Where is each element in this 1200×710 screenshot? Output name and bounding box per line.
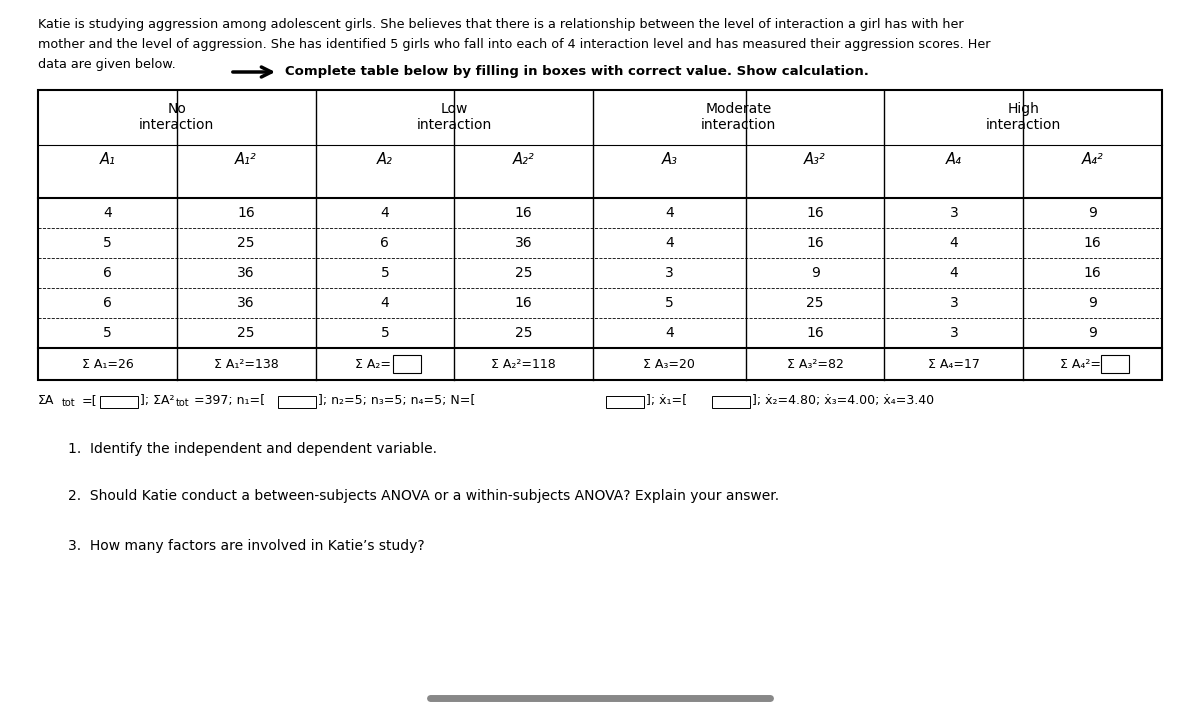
Text: A₁: A₁: [100, 152, 115, 167]
Text: 3: 3: [949, 326, 959, 340]
Text: ]; ΣA²: ]; ΣA²: [140, 394, 174, 407]
Text: 25: 25: [806, 296, 824, 310]
Text: 3: 3: [949, 206, 959, 220]
Text: 16: 16: [515, 206, 533, 220]
Text: interaction: interaction: [985, 118, 1061, 132]
Bar: [278, 396, 316, 408]
Bar: [712, 396, 750, 408]
Text: Σ A₃=20: Σ A₃=20: [643, 358, 695, 371]
Text: A₁²: A₁²: [235, 152, 257, 167]
Text: 4: 4: [949, 266, 959, 280]
Text: 36: 36: [238, 296, 254, 310]
Text: 9: 9: [1088, 296, 1097, 310]
Text: 36: 36: [515, 236, 533, 250]
Text: 16: 16: [1084, 236, 1102, 250]
Text: 1.  Identify the independent and dependent variable.: 1. Identify the independent and dependen…: [68, 442, 437, 456]
Text: 25: 25: [515, 326, 533, 340]
Text: interaction: interaction: [416, 118, 492, 132]
Text: A₄: A₄: [946, 152, 961, 167]
Text: 4: 4: [665, 236, 673, 250]
Text: 16: 16: [515, 296, 533, 310]
Text: A₃²: A₃²: [804, 152, 826, 167]
Text: 25: 25: [238, 236, 254, 250]
Text: 16: 16: [806, 326, 824, 340]
Text: data are given below.: data are given below.: [38, 58, 175, 71]
Text: Σ A₂=: Σ A₂=: [355, 358, 391, 371]
Text: High: High: [1007, 102, 1039, 116]
Text: 16: 16: [806, 206, 824, 220]
Text: 16: 16: [806, 236, 824, 250]
Text: 25: 25: [238, 326, 254, 340]
Text: tot: tot: [176, 398, 190, 408]
Text: Low: Low: [440, 102, 468, 116]
Text: Moderate: Moderate: [706, 102, 772, 116]
Bar: [606, 396, 644, 408]
Text: interaction: interaction: [139, 118, 215, 132]
Text: 4: 4: [103, 206, 112, 220]
Text: A₂: A₂: [377, 152, 392, 167]
Text: ]; ẋ₂=4.80; ẋ₃=4.00; ẋ₄=3.40: ]; ẋ₂=4.80; ẋ₃=4.00; ẋ₄=3.40: [752, 394, 934, 407]
Text: 5: 5: [103, 236, 112, 250]
Text: 5: 5: [665, 296, 673, 310]
Text: Σ A₄=17: Σ A₄=17: [928, 358, 979, 371]
Text: 4: 4: [380, 206, 389, 220]
Text: mother and the level of aggression. She has identified 5 girls who fall into eac: mother and the level of aggression. She …: [38, 38, 990, 51]
Text: 9: 9: [1088, 206, 1097, 220]
Text: Σ A₁²=138: Σ A₁²=138: [214, 358, 278, 371]
Bar: [38, 90, 1162, 380]
Text: 16: 16: [1084, 266, 1102, 280]
Text: ]; ẋ₁=[: ]; ẋ₁=[: [646, 394, 688, 407]
Text: 3: 3: [665, 266, 673, 280]
Text: A₂²: A₂²: [512, 152, 534, 167]
Text: 4: 4: [380, 296, 389, 310]
Text: ]; n₂=5; n₃=5; n₄=5; N=[: ]; n₂=5; n₃=5; n₄=5; N=[: [318, 394, 475, 407]
Text: 6: 6: [103, 296, 112, 310]
Text: A₃: A₃: [661, 152, 677, 167]
Text: Σ A₁=26: Σ A₁=26: [82, 358, 133, 371]
Text: ΣA: ΣA: [38, 394, 54, 407]
Bar: [1100, 355, 1129, 373]
Text: Complete table below by filling in boxes with correct value. Show calculation.: Complete table below by filling in boxes…: [286, 65, 869, 79]
Text: 36: 36: [238, 266, 254, 280]
Text: =[: =[: [82, 394, 97, 407]
Text: interaction: interaction: [701, 118, 776, 132]
Text: Σ A₄²=: Σ A₄²=: [1060, 358, 1102, 371]
Text: Σ A₃²=82: Σ A₃²=82: [787, 358, 844, 371]
Text: 9: 9: [1088, 326, 1097, 340]
Text: 4: 4: [665, 326, 673, 340]
Text: 9: 9: [811, 266, 820, 280]
Text: No: No: [167, 102, 186, 116]
Text: 3: 3: [949, 296, 959, 310]
Text: 2.  Should Katie conduct a between-subjects ANOVA or a within-subjects ANOVA? Ex: 2. Should Katie conduct a between-subjec…: [68, 489, 779, 503]
Text: 25: 25: [515, 266, 533, 280]
Text: 16: 16: [238, 206, 256, 220]
Text: A₄²: A₄²: [1081, 152, 1104, 167]
Text: 4: 4: [665, 206, 673, 220]
Text: 4: 4: [949, 236, 959, 250]
Text: tot: tot: [62, 398, 76, 408]
Text: 6: 6: [103, 266, 112, 280]
Text: 5: 5: [103, 326, 112, 340]
Text: Σ A₂²=118: Σ A₂²=118: [491, 358, 556, 371]
Bar: [100, 396, 138, 408]
Text: 3.  How many factors are involved in Katie’s study?: 3. How many factors are involved in Kati…: [68, 539, 425, 553]
Text: =397; n₁=[: =397; n₁=[: [194, 394, 265, 407]
Text: 5: 5: [380, 326, 389, 340]
Bar: [392, 355, 421, 373]
Text: 5: 5: [380, 266, 389, 280]
Text: 6: 6: [380, 236, 389, 250]
Text: Katie is studying aggression among adolescent girls. She believes that there is : Katie is studying aggression among adole…: [38, 18, 964, 31]
